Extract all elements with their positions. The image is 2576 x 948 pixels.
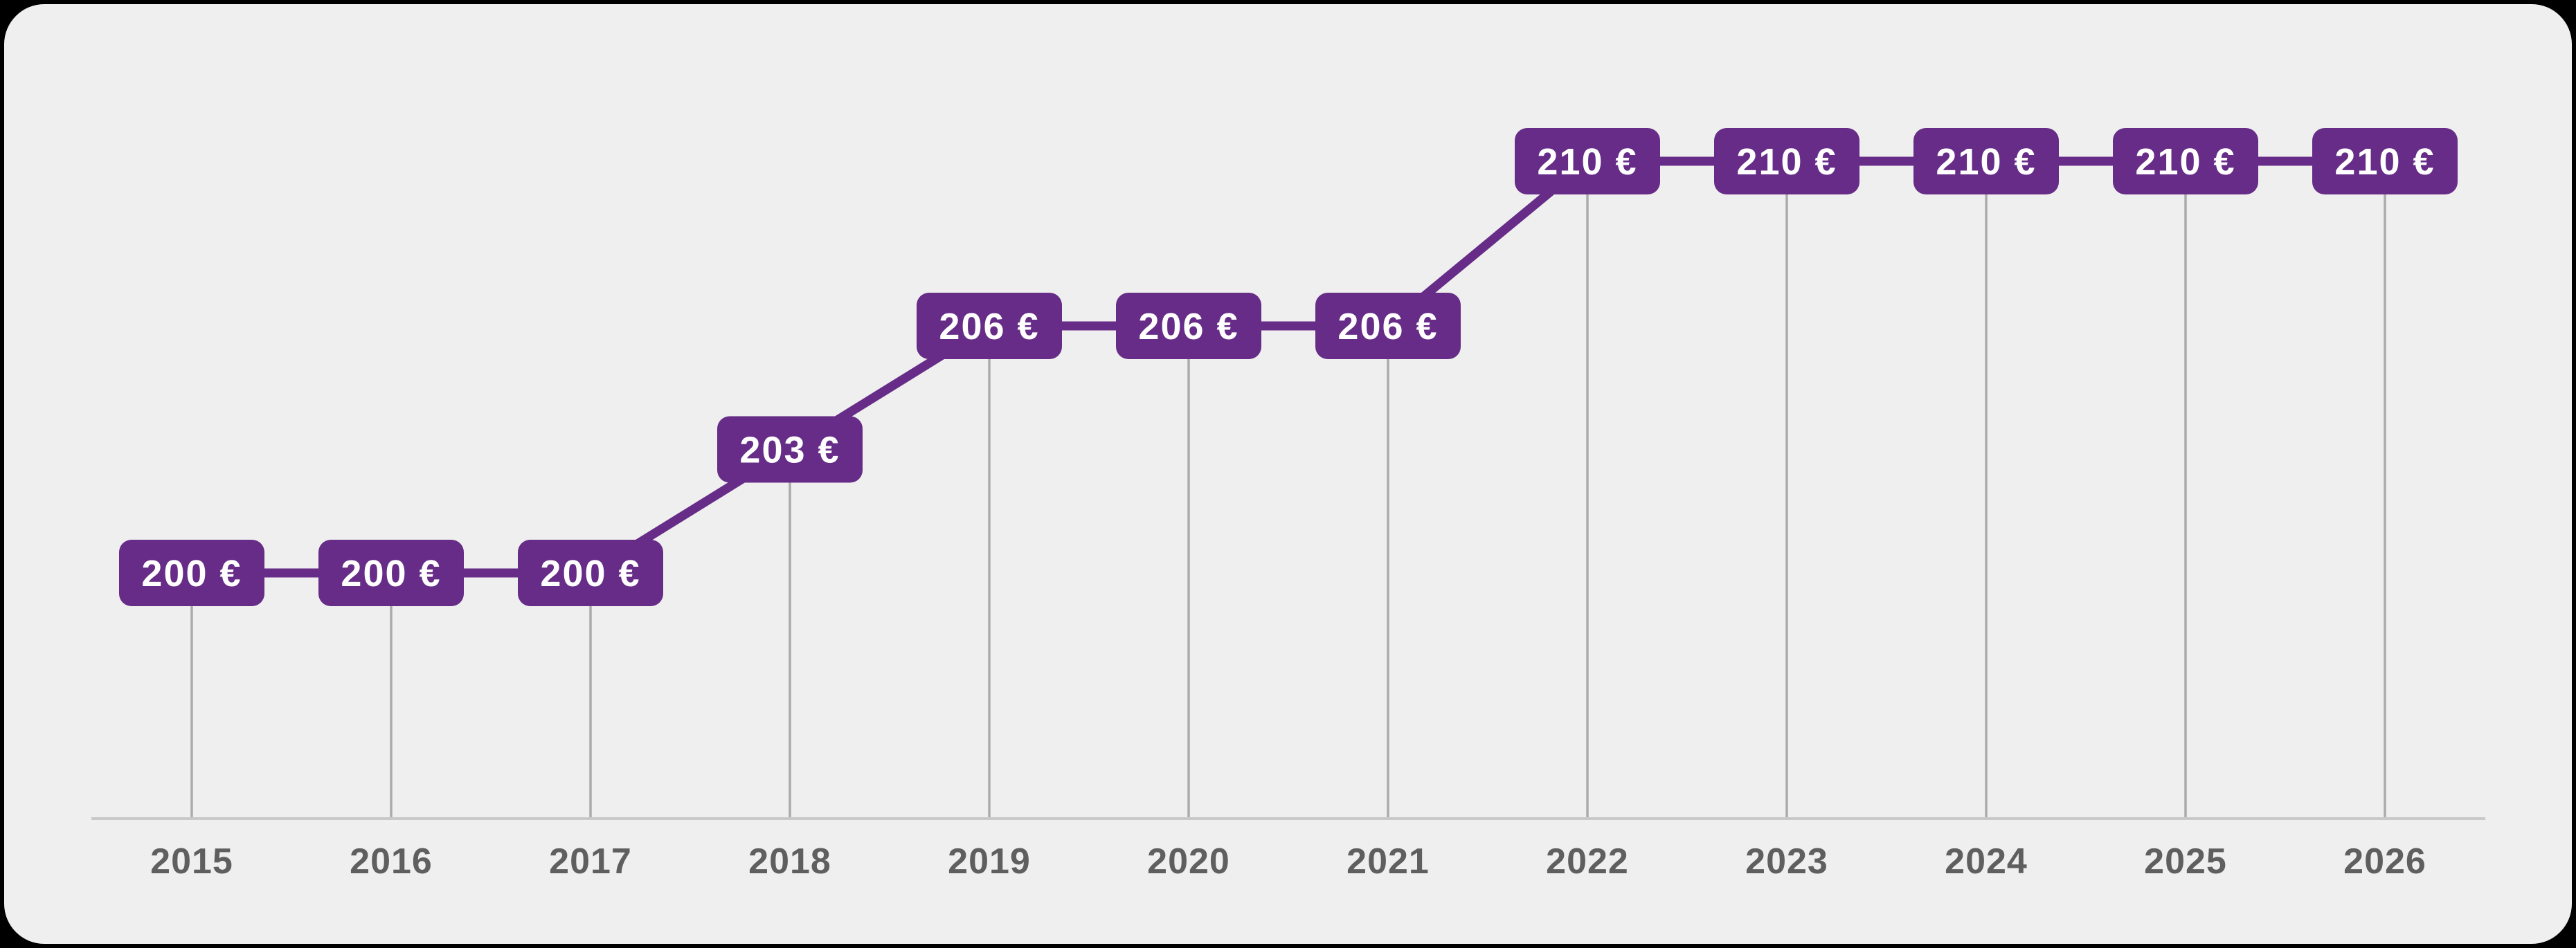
data-label-box bbox=[518, 540, 663, 606]
data-label-text: 210 € bbox=[1736, 141, 1837, 183]
data-label-box bbox=[119, 540, 264, 606]
data-label-text: 210 € bbox=[1936, 141, 2036, 183]
data-label-box bbox=[318, 540, 464, 606]
data-label-box bbox=[1315, 293, 1461, 359]
data-label-text: 206 € bbox=[1337, 306, 1438, 347]
data-label-text: 210 € bbox=[2334, 141, 2435, 183]
data-label-text: 206 € bbox=[1138, 306, 1239, 347]
x-tick-label: 2016 bbox=[350, 841, 433, 882]
x-tick-label: 2018 bbox=[748, 841, 831, 882]
x-tick-label: 2020 bbox=[1147, 841, 1230, 882]
data-label-box bbox=[1714, 128, 1859, 194]
x-tick-label: 2026 bbox=[2343, 841, 2426, 882]
data-label-box bbox=[2113, 128, 2258, 194]
data-label-text: 210 € bbox=[2135, 141, 2235, 183]
x-tick-label: 2024 bbox=[1945, 841, 2028, 882]
data-label-text: 206 € bbox=[939, 306, 1039, 347]
price-line bbox=[192, 156, 2385, 578]
x-tick-label: 2022 bbox=[1546, 841, 1629, 882]
data-label-text: 210 € bbox=[1537, 141, 1637, 183]
x-tick-label: 2023 bbox=[1745, 841, 1828, 882]
data-label-box bbox=[1116, 293, 1261, 359]
data-label-box bbox=[2312, 128, 2458, 194]
data-label-text: 200 € bbox=[141, 553, 242, 594]
x-tick-label: 2019 bbox=[948, 841, 1031, 882]
data-label-text: 200 € bbox=[341, 553, 441, 594]
x-tick-label: 2021 bbox=[1346, 841, 1430, 882]
data-label-box bbox=[1913, 128, 2059, 194]
x-tick-label: 2017 bbox=[549, 841, 632, 882]
data-label-text: 203 € bbox=[739, 430, 840, 471]
data-label-box bbox=[717, 416, 863, 483]
data-label-box bbox=[917, 293, 1062, 359]
data-label-text: 200 € bbox=[540, 553, 640, 594]
x-tick-label: 2015 bbox=[150, 841, 233, 882]
data-label-box bbox=[1515, 128, 1660, 194]
x-tick-label: 2025 bbox=[2144, 841, 2227, 882]
